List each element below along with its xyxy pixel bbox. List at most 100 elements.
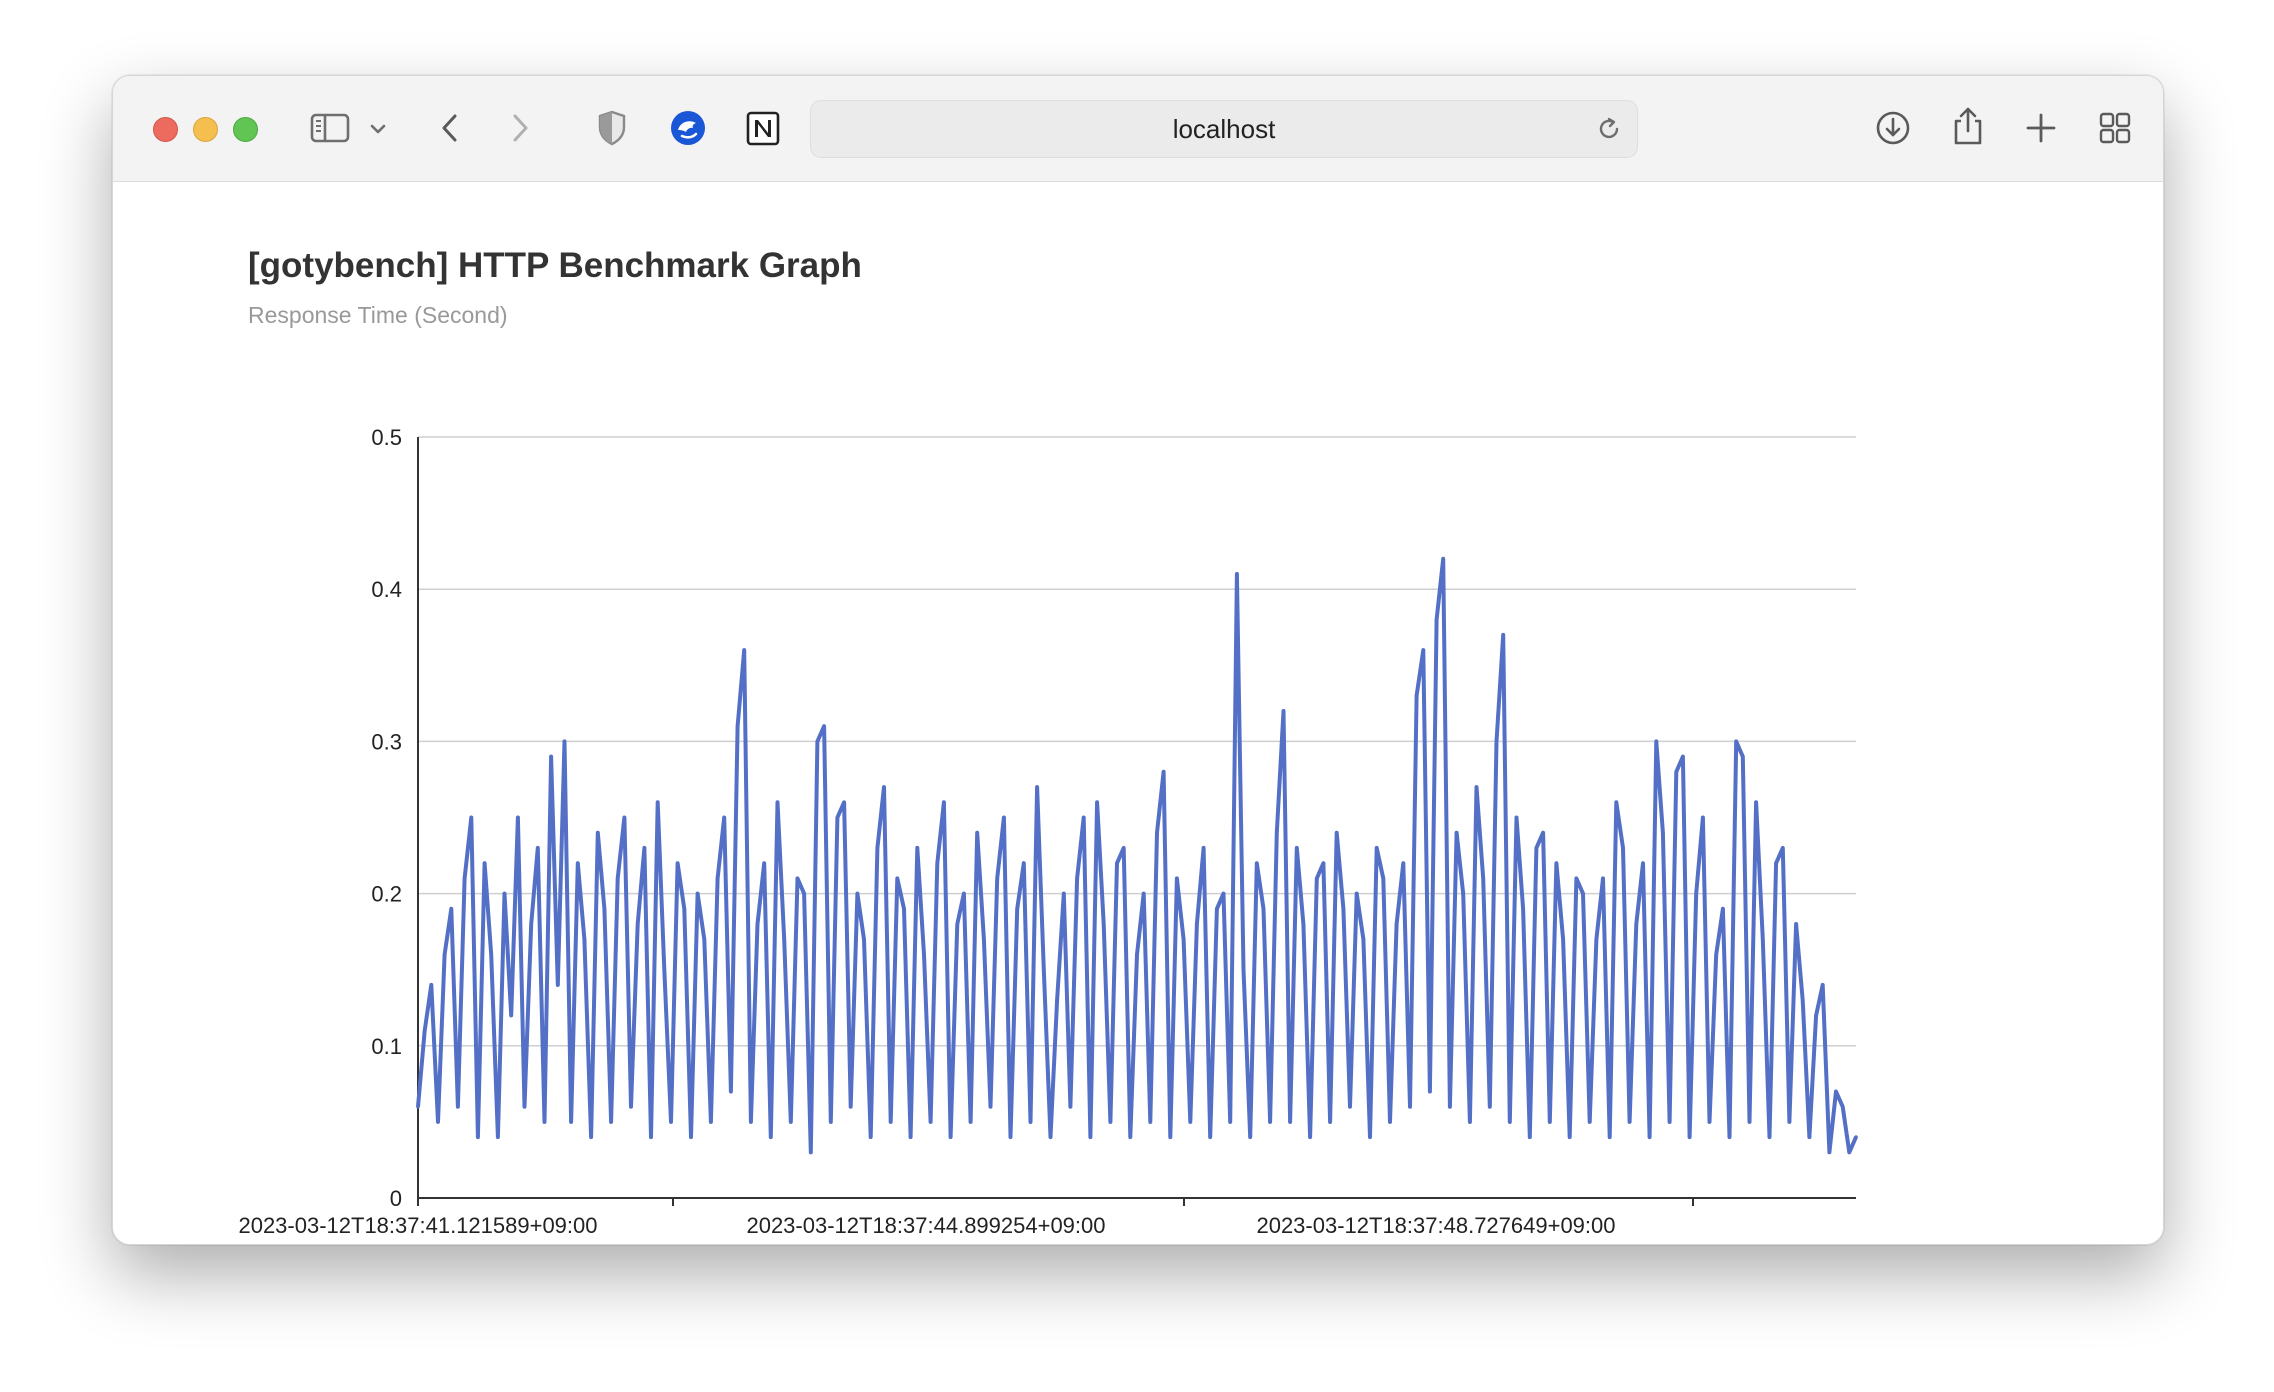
data-point	[1108, 1120, 1113, 1124]
data-point	[1208, 1135, 1212, 1139]
data-point	[496, 1135, 500, 1139]
data-point	[1701, 815, 1705, 820]
data-point	[1075, 876, 1079, 881]
data-point	[1567, 1135, 1572, 1139]
chevron-down-icon[interactable]	[367, 118, 389, 140]
data-point	[1747, 1120, 1752, 1124]
data-point	[729, 1089, 733, 1094]
data-point	[1068, 1104, 1073, 1109]
data-point	[1494, 739, 1499, 744]
data-point	[1062, 891, 1066, 896]
chart-title: [gotybench] HTTP Benchmark Graph	[248, 246, 862, 285]
data-point	[502, 891, 507, 896]
new-tab-icon[interactable]	[2023, 110, 2059, 146]
data-point	[655, 800, 660, 805]
data-point	[955, 922, 960, 926]
data-point	[1268, 1120, 1272, 1124]
data-point	[1727, 1135, 1732, 1139]
data-point	[1501, 633, 1505, 637]
close-window-button[interactable]	[153, 117, 178, 142]
data-point	[1095, 800, 1099, 805]
reload-icon[interactable]	[1595, 115, 1623, 148]
tab-overview-icon[interactable]	[2097, 110, 2133, 146]
y-tick-label: 0	[390, 1186, 402, 1211]
data-point	[416, 1104, 420, 1109]
data-point	[755, 922, 760, 926]
data-point	[1195, 922, 1199, 926]
data-point	[682, 907, 687, 911]
data-point	[1255, 861, 1259, 865]
data-point	[1761, 937, 1765, 942]
data-point	[1308, 1135, 1312, 1139]
data-point	[1155, 830, 1159, 835]
data-point	[1035, 785, 1039, 789]
data-point	[1521, 907, 1525, 911]
data-point	[1741, 754, 1745, 759]
extension-icon[interactable]	[668, 108, 708, 148]
data-point	[968, 1120, 973, 1124]
data-point	[1661, 830, 1665, 835]
data-point	[476, 1135, 480, 1139]
data-point	[948, 1135, 953, 1139]
data-point	[1354, 891, 1359, 896]
shield-icon[interactable]	[595, 109, 629, 147]
data-point	[562, 739, 567, 744]
data-point	[735, 724, 740, 728]
data-point	[1807, 1135, 1812, 1139]
notion-icon[interactable]	[743, 108, 783, 148]
data-point	[1115, 861, 1119, 865]
share-icon[interactable]	[1948, 104, 1988, 148]
maximize-window-button[interactable]	[233, 117, 258, 142]
data-point	[549, 754, 553, 759]
data-point	[815, 739, 820, 744]
data-point	[1854, 1135, 1858, 1139]
address-bar[interactable]: localhost	[810, 100, 1638, 158]
data-point	[848, 1104, 853, 1109]
series-line	[416, 556, 1858, 1155]
y-tick-label: 0.5	[371, 425, 402, 450]
data-point	[1794, 922, 1798, 926]
data-point	[822, 724, 826, 728]
data-point	[582, 937, 587, 942]
data-point	[1814, 1013, 1818, 1018]
data-point	[1334, 830, 1339, 835]
data-point	[1654, 739, 1659, 744]
data-point	[1101, 922, 1106, 926]
data-point	[935, 861, 940, 865]
data-point	[862, 937, 866, 942]
download-icon[interactable]	[1873, 108, 1913, 148]
back-icon[interactable]	[435, 110, 465, 146]
forward-icon[interactable]	[505, 110, 535, 146]
sidebar-icon[interactable]	[308, 110, 352, 146]
data-point	[742, 648, 746, 652]
data-point	[1694, 891, 1698, 896]
chart: 0 0.1 0.2 0.3 0.4 0.5 2023-03-12T18:37:41.1215…	[238, 425, 1858, 1238]
data-point	[1394, 922, 1399, 926]
data-point	[1528, 1135, 1532, 1139]
data-point	[895, 876, 900, 881]
data-point	[1295, 846, 1299, 850]
address-text: localhost	[1172, 114, 1276, 144]
data-point	[1667, 1120, 1672, 1124]
data-point	[888, 1120, 893, 1124]
data-point	[442, 952, 447, 957]
data-point	[1261, 907, 1266, 911]
data-point	[1641, 861, 1645, 865]
data-point	[1135, 952, 1139, 957]
minimize-window-button[interactable]	[193, 117, 218, 142]
x-tick-label: 2023-03-12T18:37:41.121589+09:00	[238, 1213, 597, 1238]
data-point	[835, 815, 840, 820]
data-point	[1541, 830, 1545, 835]
data-point	[689, 1135, 693, 1139]
y-tick-label: 0.3	[371, 729, 402, 754]
data-point	[908, 1135, 913, 1139]
data-point	[1461, 891, 1465, 896]
data-point	[602, 907, 607, 911]
data-point	[509, 1013, 513, 1018]
browser-window: localhost	[112, 75, 2164, 1245]
data-point	[1148, 1120, 1153, 1124]
data-point	[942, 800, 946, 805]
data-point	[1787, 1120, 1792, 1124]
data-point	[1414, 693, 1419, 698]
data-point	[1561, 937, 1565, 942]
